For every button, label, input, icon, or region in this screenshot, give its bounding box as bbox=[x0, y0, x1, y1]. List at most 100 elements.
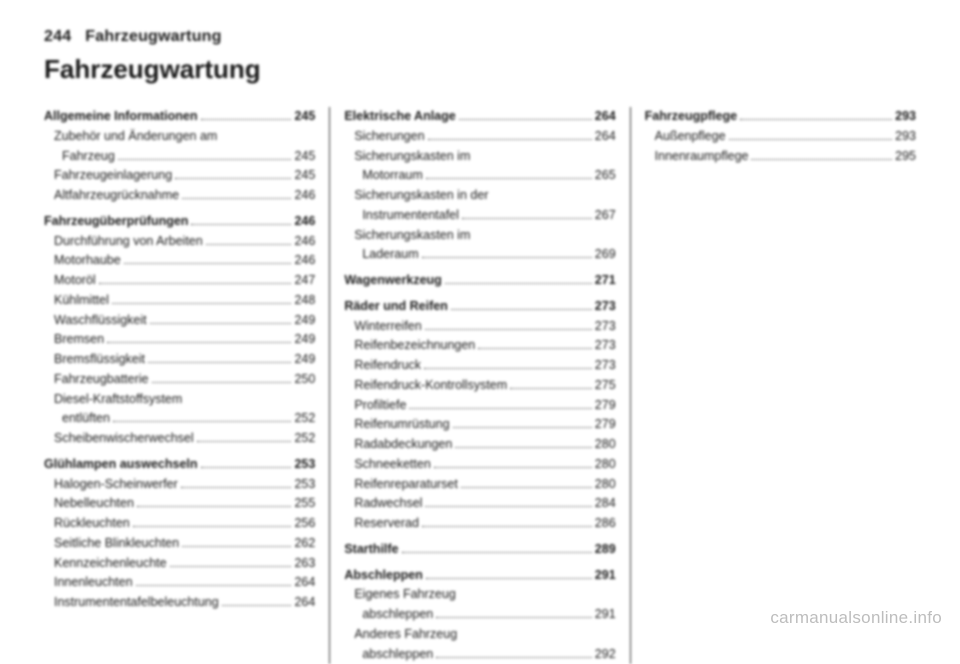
toc-entry-label: Wagenwerkzeug bbox=[344, 271, 441, 291]
toc-leader-dots bbox=[461, 487, 592, 488]
toc-entry: Halogen-Scheinwerfer253 bbox=[44, 475, 315, 495]
toc-entry-page: 264 bbox=[294, 593, 315, 613]
toc-entry-page: 267 bbox=[595, 206, 616, 226]
toc-entry: Diesel-Kraftstoffsystem bbox=[44, 390, 315, 410]
toc-entry-label: Allgemeine Informationen bbox=[44, 107, 198, 127]
toc-entry-page: 292 bbox=[595, 645, 616, 664]
toc-entry: Innenleuchten264 bbox=[44, 573, 315, 593]
toc-leader-dots bbox=[152, 382, 292, 383]
toc-entry: Profiltiefe279 bbox=[344, 396, 615, 416]
toc-entry: Reserverad286 bbox=[344, 514, 615, 534]
toc-entry: Kühlmittel248 bbox=[44, 291, 315, 311]
toc-entry-page: 284 bbox=[595, 494, 616, 514]
toc-leader-dots bbox=[201, 467, 292, 468]
toc-column-1: Allgemeine Informationen245Zubehör und Ä… bbox=[44, 107, 329, 664]
toc-entry: Innenraumpflege295 bbox=[645, 147, 916, 167]
toc-leader-dots bbox=[222, 605, 292, 606]
toc-entry-page: 279 bbox=[595, 396, 616, 416]
toc-entry-page: 245 bbox=[294, 166, 315, 186]
toc-entry-page: 253 bbox=[294, 455, 315, 475]
toc-entry: Reifendruck-Kontrollsystem 275 bbox=[344, 376, 615, 396]
toc-entry-label: Nebelleuchten bbox=[54, 494, 134, 514]
toc-leader-dots bbox=[201, 119, 292, 120]
toc-leader-dots bbox=[133, 526, 292, 527]
toc-leader-dots bbox=[99, 283, 292, 284]
toc-leader-dots bbox=[453, 427, 592, 428]
toc-entry-page: 280 bbox=[595, 475, 616, 495]
toc-entry-label: abschleppen bbox=[362, 605, 433, 625]
toc-entry-label: Halogen-Scheinwerfer bbox=[54, 475, 178, 495]
toc-entry: Fahrzeugeinlagerung245 bbox=[44, 166, 315, 186]
toc-entry-label: entlüften bbox=[62, 409, 110, 429]
toc-entry-label: Reserverad bbox=[354, 514, 419, 534]
toc-entry: Schneeketten280 bbox=[344, 455, 615, 475]
toc-entry-page: 293 bbox=[895, 107, 916, 127]
toc-entry: Instrumententafelbeleuchtung264 bbox=[44, 593, 315, 613]
toc-entry: Scheibenwischerwechsel252 bbox=[44, 429, 315, 449]
toc-entry: Fahrzeugbatterie250 bbox=[44, 370, 315, 390]
toc-leader-dots bbox=[428, 139, 592, 140]
toc-entry: Motoröl247 bbox=[44, 271, 315, 291]
toc-entry-page: 255 bbox=[294, 494, 315, 514]
toc-entry-label: Diesel-Kraftstoffsystem bbox=[54, 390, 182, 410]
toc-leader-dots bbox=[459, 119, 592, 120]
toc-leader-dots bbox=[182, 198, 291, 199]
toc-entry: Durchführung von Arbeiten246 bbox=[44, 232, 315, 252]
toc-leader-dots bbox=[206, 244, 292, 245]
toc-entry-page: 291 bbox=[595, 605, 616, 625]
toc-entry: Starthilfe289 bbox=[344, 540, 615, 560]
toc-leader-dots bbox=[197, 441, 292, 442]
toc-entry-label: Außenpflege bbox=[655, 127, 726, 147]
toc-entry-label: Durchführung von Arbeiten bbox=[54, 232, 203, 252]
toc-entry-page: 273 bbox=[595, 336, 616, 356]
toc-entry-page: 275 bbox=[595, 376, 616, 396]
toc-entry-label: Sicherungen bbox=[354, 127, 424, 147]
toc-entry-page: 252 bbox=[294, 409, 315, 429]
toc-leader-dots bbox=[150, 323, 292, 324]
toc-leader-dots bbox=[740, 119, 892, 120]
toc-leader-dots bbox=[434, 467, 592, 468]
toc-leader-dots bbox=[425, 329, 592, 330]
toc-entry-continuation: Motorraum265 bbox=[344, 166, 615, 186]
toc-entry: Abschleppen291 bbox=[344, 566, 615, 586]
toc-leader-dots bbox=[422, 526, 592, 527]
toc-entry-page: 245 bbox=[294, 147, 315, 167]
toc-entry-label: Radabdeckungen bbox=[354, 435, 452, 455]
toc-entry: Seitliche Blinkleuchten 262 bbox=[44, 534, 315, 554]
toc-entry-label: Fahrzeugpflege bbox=[645, 107, 737, 127]
toc-entry-label: Reifenreparaturset bbox=[354, 475, 458, 495]
toc-entry-continuation: entlüften 252 bbox=[44, 409, 315, 429]
toc-entry-label: abschleppen bbox=[362, 645, 433, 664]
toc-entry-label: Instrumententafel bbox=[362, 206, 459, 226]
toc-entry: Sicherungen264 bbox=[344, 127, 615, 147]
toc-entry-label: Kühlmittel bbox=[54, 291, 109, 311]
toc-entry-label: Innenleuchten bbox=[54, 573, 133, 593]
toc-entry-label: Bremsflüssigkeit bbox=[54, 350, 145, 370]
toc-leader-dots bbox=[409, 408, 591, 409]
toc-entry-label: Bremsen bbox=[54, 330, 104, 350]
toc-entry: Glühlampen auswechseln253 bbox=[44, 455, 315, 475]
toc-leader-dots bbox=[436, 657, 592, 658]
toc-entry-page: 273 bbox=[595, 317, 616, 337]
toc-entry: Reifenreparaturset 280 bbox=[344, 475, 615, 495]
toc-entry: Reifenbezeichnungen273 bbox=[344, 336, 615, 356]
toc-entry: Nebelleuchten 255 bbox=[44, 494, 315, 514]
toc-entry-page: 279 bbox=[595, 415, 616, 435]
toc-entry: Bremsflüssigkeit249 bbox=[44, 350, 315, 370]
toc-entry: Waschflüssigkeit249 bbox=[44, 311, 315, 331]
toc-entry-label: Seitliche Blinkleuchten bbox=[54, 534, 179, 554]
toc-entry-label: Elektrische Anlage bbox=[344, 107, 455, 127]
toc-entry-label: Abschleppen bbox=[344, 566, 423, 586]
manual-page: 244Fahrzeugwartung Fahrzeugwartung Allge… bbox=[0, 0, 960, 642]
toc-entry-page: 273 bbox=[595, 356, 616, 376]
toc-entry-label: Winterreifen bbox=[354, 317, 421, 337]
toc-leader-dots bbox=[451, 309, 592, 310]
toc-entry-page: 245 bbox=[294, 107, 315, 127]
toc-entry-page: 262 bbox=[294, 534, 315, 554]
toc-leader-dots bbox=[107, 342, 291, 343]
toc-leader-dots bbox=[729, 139, 893, 140]
toc-leader-dots bbox=[124, 263, 292, 264]
toc-entry-label: Reifendruck-Kontrollsystem bbox=[354, 376, 507, 396]
toc-entry-continuation: Fahrzeug245 bbox=[44, 147, 315, 167]
toc-entry: Radabdeckungen280 bbox=[344, 435, 615, 455]
